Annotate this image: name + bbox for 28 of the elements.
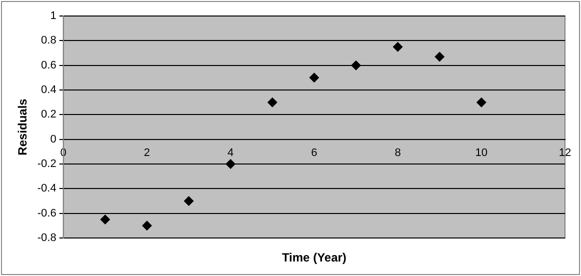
point: [476, 97, 486, 108]
x-axis-title: Time (Year): [282, 250, 346, 264]
y-tick-label: 0.4: [41, 84, 56, 96]
x-tick-label: 2: [144, 146, 150, 159]
point: [309, 72, 320, 83]
y-tick-label: 0: [50, 133, 56, 146]
x-tick-label: 8: [394, 146, 401, 159]
y-tick-label: -0.8: [37, 232, 56, 244]
point: [392, 42, 403, 52]
point: [184, 196, 194, 206]
point: [434, 52, 445, 62]
y-tick-label: 0.2: [41, 108, 56, 121]
x-tick-label: 10: [475, 146, 488, 159]
y-tick-label: -0.6: [37, 207, 56, 220]
y-tick-label: 0.6: [41, 59, 56, 72]
x-tick-label: 6: [311, 146, 318, 159]
point: [142, 220, 152, 231]
point: [226, 159, 236, 169]
point: [350, 60, 361, 70]
y-tick-label: -0.4: [37, 182, 56, 195]
x-tick-label: 4: [228, 146, 234, 159]
point: [100, 214, 110, 224]
x-tick-label: 12: [558, 146, 572, 159]
y-axis-title: Residuals: [16, 98, 30, 156]
y-tick-label: -0.2: [37, 158, 56, 170]
y-tick-label: 1: [50, 10, 56, 22]
y-tick-label: 0.8: [41, 34, 56, 47]
point: [267, 97, 278, 108]
